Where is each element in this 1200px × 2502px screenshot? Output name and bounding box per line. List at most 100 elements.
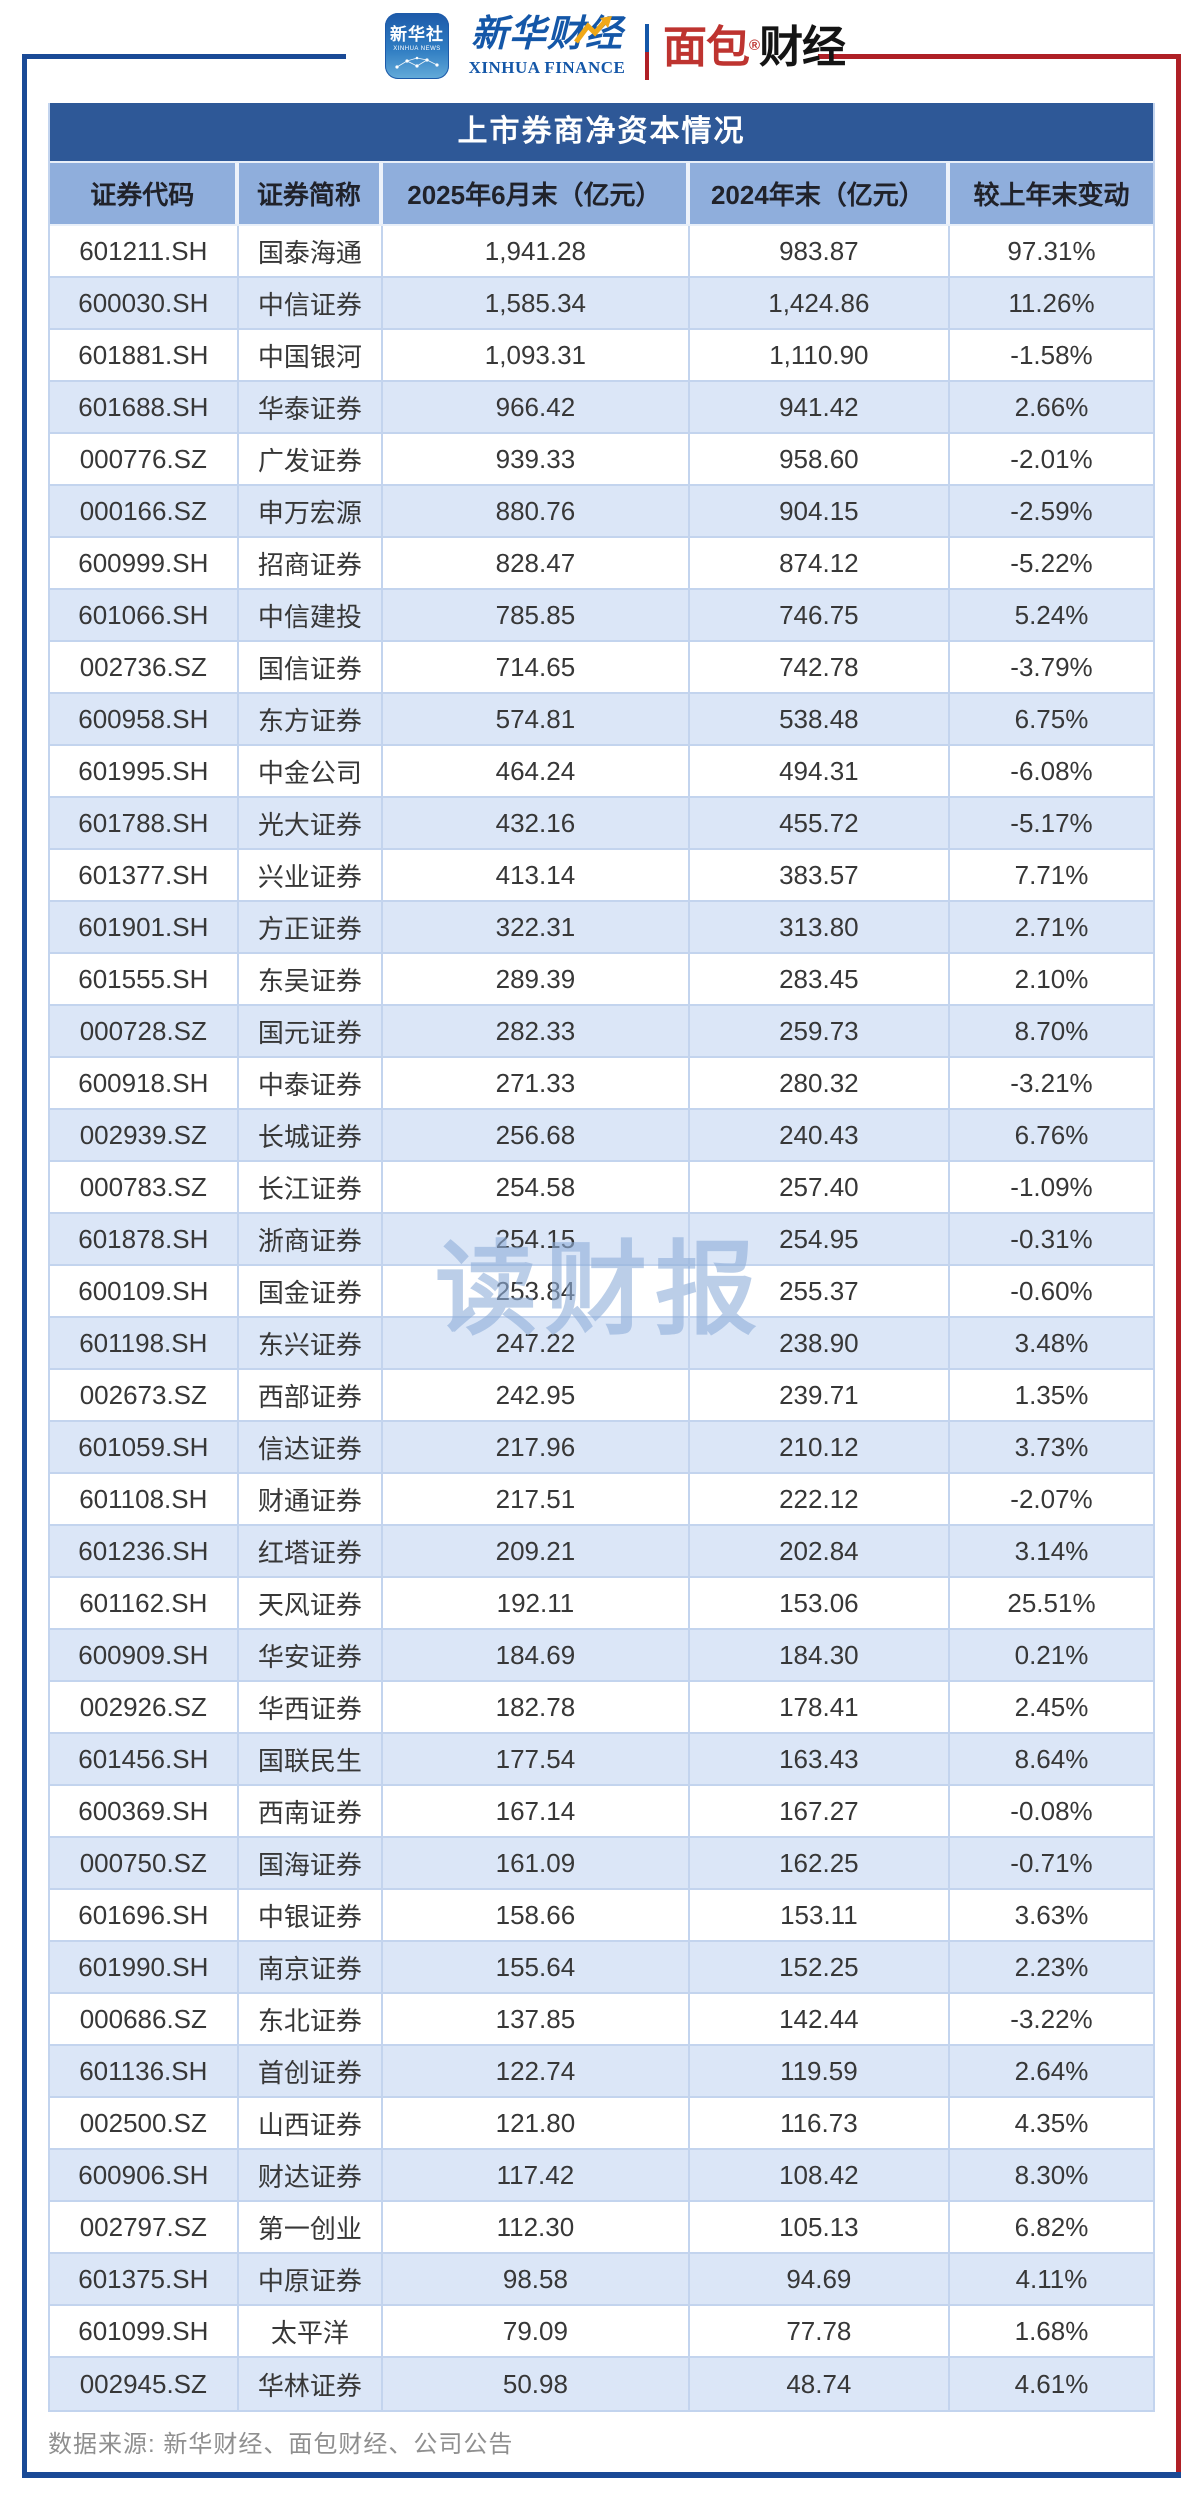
cell-code: 601555.SH [50,954,239,1004]
cell-jun2025: 217.51 [383,1474,690,1524]
cell-jun2025: 79.09 [383,2306,690,2356]
registered-mark-icon: ® [749,37,760,54]
cell-change: -0.71% [1010,1847,1093,1878]
cell-end2024: 257.40 [690,1162,951,1212]
cell-jun2025: 574.81 [383,694,690,744]
top-right-red-line [818,54,1181,59]
xinhua-icon-cn-label: 新华社 [390,25,444,44]
cell-code: 600906.SH [50,2150,239,2200]
cell-jun2025: 282.33 [383,1006,690,1056]
cell-code: 601377.SH [50,850,239,900]
table-row: 601211.SH 国泰海通 1,941.28 983.87 97.31% [50,226,1153,278]
cell-change: 97.31% [1007,235,1096,266]
brand-divider [645,24,649,80]
table-row: 601162.SH 天风证券 192.11 153.06 25.51% [50,1578,1153,1630]
cell-name: 中国银河 [239,330,384,380]
cell-name: 华安证券 [239,1630,384,1680]
cell-change: -5.22% [1010,547,1093,578]
cell-code: 000750.SZ [50,1838,239,1888]
cell-jun2025: 1,585.34 [383,278,690,328]
cell-end2024: 153.11 [690,1890,951,1940]
cell-change: 11.26% [1008,287,1095,318]
cell-jun2025: 966.42 [383,382,690,432]
cell-code: 002797.SZ [50,2202,239,2252]
cell-change: 2.71% [1014,911,1089,942]
cell-end2024: 184.30 [690,1630,951,1680]
cell-end2024: 255.37 [690,1266,951,1316]
cell-end2024: 94.69 [690,2254,951,2304]
cell-change: 3.14% [1014,1535,1089,1566]
cell-change: 2.10% [1014,963,1089,994]
net-capital-table: 上市券商净资本情况 证券代码 证券简称 2025年6月末（亿元） 2024年末（… [48,103,1155,2412]
cell-jun2025: 182.78 [383,1682,690,1732]
cell-name: 国泰海通 [239,226,384,276]
cell-change: -1.58% [1010,339,1093,370]
cell-jun2025: 1,941.28 [383,226,690,276]
cell-name: 浙商证券 [239,1214,384,1264]
cell-change: -5.17% [1010,807,1093,838]
table-row: 600030.SH 中信证券 1,585.34 1,424.86 11.26% [50,278,1153,330]
cell-change: 2.64% [1014,2055,1089,2086]
table-row: 000783.SZ 长江证券 254.58 257.40 -1.09% [50,1162,1153,1214]
cell-code: 601059.SH [50,1422,239,1472]
cell-jun2025: 155.64 [383,1942,690,1992]
header-cell-end2024: 2024年末（亿元） [690,163,951,224]
cell-name: 光大证券 [239,798,384,848]
cell-code: 601198.SH [50,1318,239,1368]
header-cell-jun2025: 2025年6月末（亿元） [383,163,690,224]
cell-end2024: 152.25 [690,1942,951,1992]
cell-end2024: 958.60 [690,434,951,484]
cell-jun2025: 785.85 [383,590,690,640]
cell-name: 首创证券 [239,2046,384,2096]
cell-code: 601136.SH [50,2046,239,2096]
cell-jun2025: 939.33 [383,434,690,484]
cell-change: 5.24% [1014,599,1089,630]
cell-code: 601236.SH [50,1526,239,1576]
table-row: 601456.SH 国联民生 177.54 163.43 8.64% [50,1734,1153,1786]
cell-name: 申万宏源 [239,486,384,536]
cell-code: 600030.SH [50,278,239,328]
cell-jun2025: 322.31 [383,902,690,952]
cell-change: 3.48% [1014,1327,1089,1358]
right-red-line [1176,54,1181,2478]
cell-jun2025: 828.47 [383,538,690,588]
data-source-note: 数据来源: 新华财经、面包财经、公司公告 [48,2431,514,2458]
cell-jun2025: 242.95 [383,1370,690,1420]
cell-change: -0.60% [1010,1275,1093,1306]
cell-name: 信达证券 [239,1422,384,1472]
cell-jun2025: 256.68 [383,1110,690,1160]
cell-code: 601788.SH [50,798,239,848]
cell-code: 002939.SZ [50,1110,239,1160]
cell-change: 3.73% [1014,1431,1089,1462]
cell-end2024: 202.84 [690,1526,951,1576]
cell-end2024: 494.31 [690,746,951,796]
table-row: 002945.SZ 华林证券 50.98 48.74 4.61% [50,2358,1153,2410]
cell-jun2025: 50.98 [383,2358,690,2410]
cell-jun2025: 122.74 [383,2046,690,2096]
cell-end2024: 48.74 [690,2358,951,2410]
cell-code: 601878.SH [50,1214,239,1264]
cell-end2024: 238.90 [690,1318,951,1368]
table-row: 601136.SH 首创证券 122.74 119.59 2.64% [50,2046,1153,2098]
cell-end2024: 283.45 [690,954,951,1004]
table-row: 000776.SZ 广发证券 939.33 958.60 -2.01% [50,434,1153,486]
cell-end2024: 742.78 [690,642,951,692]
table-row: 601236.SH 红塔证券 209.21 202.84 3.14% [50,1526,1153,1578]
cell-jun2025: 880.76 [383,486,690,536]
table-row: 601059.SH 信达证券 217.96 210.12 3.73% [50,1422,1153,1474]
table-row: 000166.SZ 申万宏源 880.76 904.15 -2.59% [50,486,1153,538]
cell-end2024: 1,424.86 [690,278,951,328]
cell-name: 红塔证券 [239,1526,384,1576]
table-row: 601901.SH 方正证券 322.31 313.80 2.71% [50,902,1153,954]
cell-jun2025: 184.69 [383,1630,690,1680]
cell-name: 中原证券 [239,2254,384,2304]
cell-name: 财通证券 [239,1474,384,1524]
cell-change: 0.21% [1014,1639,1089,1670]
cell-code: 002736.SZ [50,642,239,692]
table-row: 601066.SH 中信建投 785.85 746.75 5.24% [50,590,1153,642]
cell-change: -2.01% [1010,443,1093,474]
cell-name: 山西证券 [239,2098,384,2148]
cell-name: 国联民生 [239,1734,384,1784]
cell-end2024: 116.73 [690,2098,951,2148]
cell-name: 天风证券 [239,1578,384,1628]
